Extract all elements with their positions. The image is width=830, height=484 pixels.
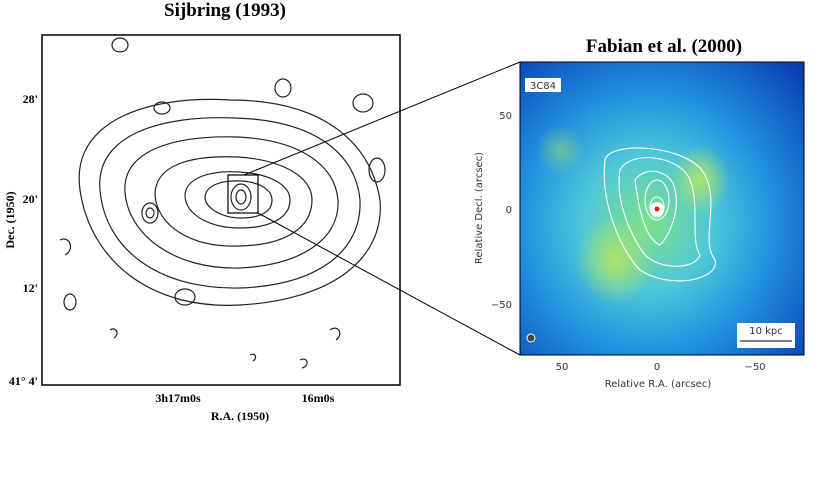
y-axis-label: Relative Decl. (arcsec) [474, 152, 485, 264]
right-title: Fabian et al. (2000) [586, 36, 742, 57]
x-tick-label: 0 [654, 362, 660, 373]
x-axis-label: Relative R.A. (arcsec) [605, 379, 712, 390]
xray-image [520, 62, 804, 355]
y-tick-label: 28' [23, 92, 38, 106]
left-title: Sijbring (1993) [164, 0, 286, 21]
y-tick-label: 0 [506, 205, 512, 216]
y-tick-label: 20' [23, 192, 38, 206]
zoom-line [257, 212, 521, 356]
x-tick-label: 50 [556, 362, 569, 373]
contour-map [41, 34, 401, 386]
y-tick-label: 50 [499, 111, 512, 122]
scale-bar-label: 10 kpc [749, 326, 783, 337]
x-tick-label: 16m0s [302, 391, 335, 405]
x-tick-label: −50 [744, 362, 765, 373]
x-axis-label: R.A. (1950) [211, 409, 269, 423]
y-tick-label: 12' [23, 281, 38, 295]
x-tick-label: 3h17m0s [155, 391, 201, 405]
zoom-line [243, 61, 521, 176]
source-label: 3C84 [530, 81, 556, 92]
y-axis-label: Dec. (1950) [3, 191, 17, 248]
y-tick-label: −50 [491, 300, 512, 311]
y-tick-label: 41° 4' [9, 374, 38, 388]
